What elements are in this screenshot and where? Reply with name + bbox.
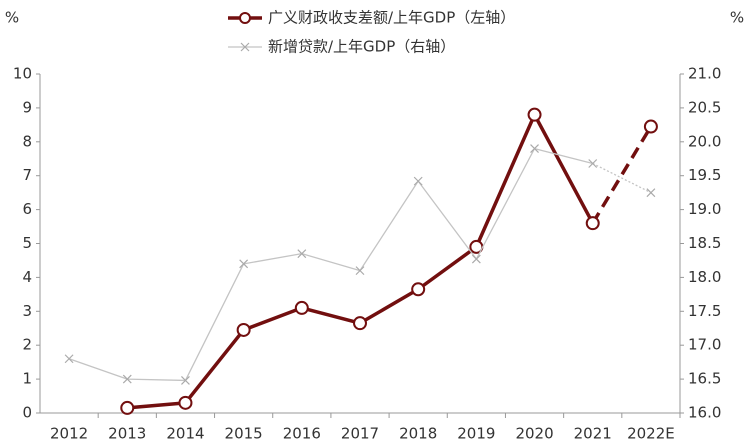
y2-tick-label: 21.0	[688, 65, 721, 83]
line-point	[294, 300, 309, 315]
y2-tick-label: 16.5	[688, 370, 721, 388]
legend-label: 广义财政收支差额/上年GDP（左轴）	[268, 9, 515, 27]
y2-tick-label: 20.0	[688, 132, 721, 150]
y-tick-label: 4	[22, 268, 32, 286]
line-point	[643, 119, 658, 134]
legend-label: 新增贷款/上年GDP（右轴）	[268, 38, 455, 56]
line-point	[588, 159, 598, 168]
x-tick-label: 2012	[50, 425, 88, 443]
legend-marker	[239, 12, 251, 24]
y-tick-label: 3	[22, 302, 32, 320]
y-tick-label: 10	[13, 65, 32, 83]
y-tick-label: 6	[22, 200, 32, 218]
x-tick-label: 2014	[166, 425, 204, 443]
line-point	[353, 316, 367, 331]
y-tick-label: 7	[22, 166, 32, 184]
y-tick-label: 5	[22, 234, 32, 252]
y2-tick-label: 16.0	[688, 404, 721, 422]
line-point	[646, 188, 656, 198]
x-tick-label: 2019	[457, 425, 495, 443]
line-point	[297, 249, 307, 259]
line-point	[411, 282, 426, 297]
x-tick-label: 2020	[515, 425, 553, 443]
line-point	[181, 376, 190, 385]
y-tick-label: 0	[22, 404, 32, 422]
forecast-line	[591, 125, 653, 225]
x-tick-label: 2013	[108, 425, 146, 443]
y2-tick-label: 17.5	[688, 302, 721, 320]
series-line	[68, 147, 593, 382]
y-tick-label: 8	[22, 132, 32, 150]
x-tick-label: 2022E	[627, 425, 675, 443]
y2-tick-label: 18.5	[688, 234, 721, 252]
x-tick-label: 2021	[574, 425, 612, 443]
x-tick-label: 2017	[341, 425, 379, 443]
legend-marker	[240, 42, 250, 52]
series-line	[127, 112, 595, 410]
line-point	[355, 266, 365, 276]
line-point	[527, 107, 542, 122]
line-point	[122, 374, 132, 384]
y-tick-label: 2	[22, 336, 32, 354]
y2-axis-unit: %	[730, 9, 744, 27]
y2-tick-label: 18.0	[688, 268, 721, 286]
y2-tick-label: 17.0	[688, 336, 721, 354]
y-tick-label: 1	[22, 370, 32, 388]
y2-tick-label: 19.5	[688, 166, 721, 184]
line-point	[236, 322, 251, 337]
line-point	[471, 254, 481, 264]
y2-tick-label: 20.5	[688, 98, 721, 116]
line-point	[530, 144, 539, 154]
y-axis-unit: %	[5, 9, 19, 27]
line-point	[64, 354, 74, 364]
x-tick-label: 2015	[225, 425, 263, 443]
line-point	[413, 176, 423, 186]
x-tick-label: 2016	[283, 425, 321, 443]
y-tick-label: 9	[22, 98, 32, 116]
line-point	[239, 259, 249, 269]
line-point	[120, 400, 135, 415]
x-tick-label: 2018	[399, 425, 437, 443]
forecast-line	[592, 162, 652, 194]
line-point	[585, 216, 600, 231]
line-point	[178, 395, 193, 410]
y2-tick-label: 19.0	[688, 200, 721, 218]
